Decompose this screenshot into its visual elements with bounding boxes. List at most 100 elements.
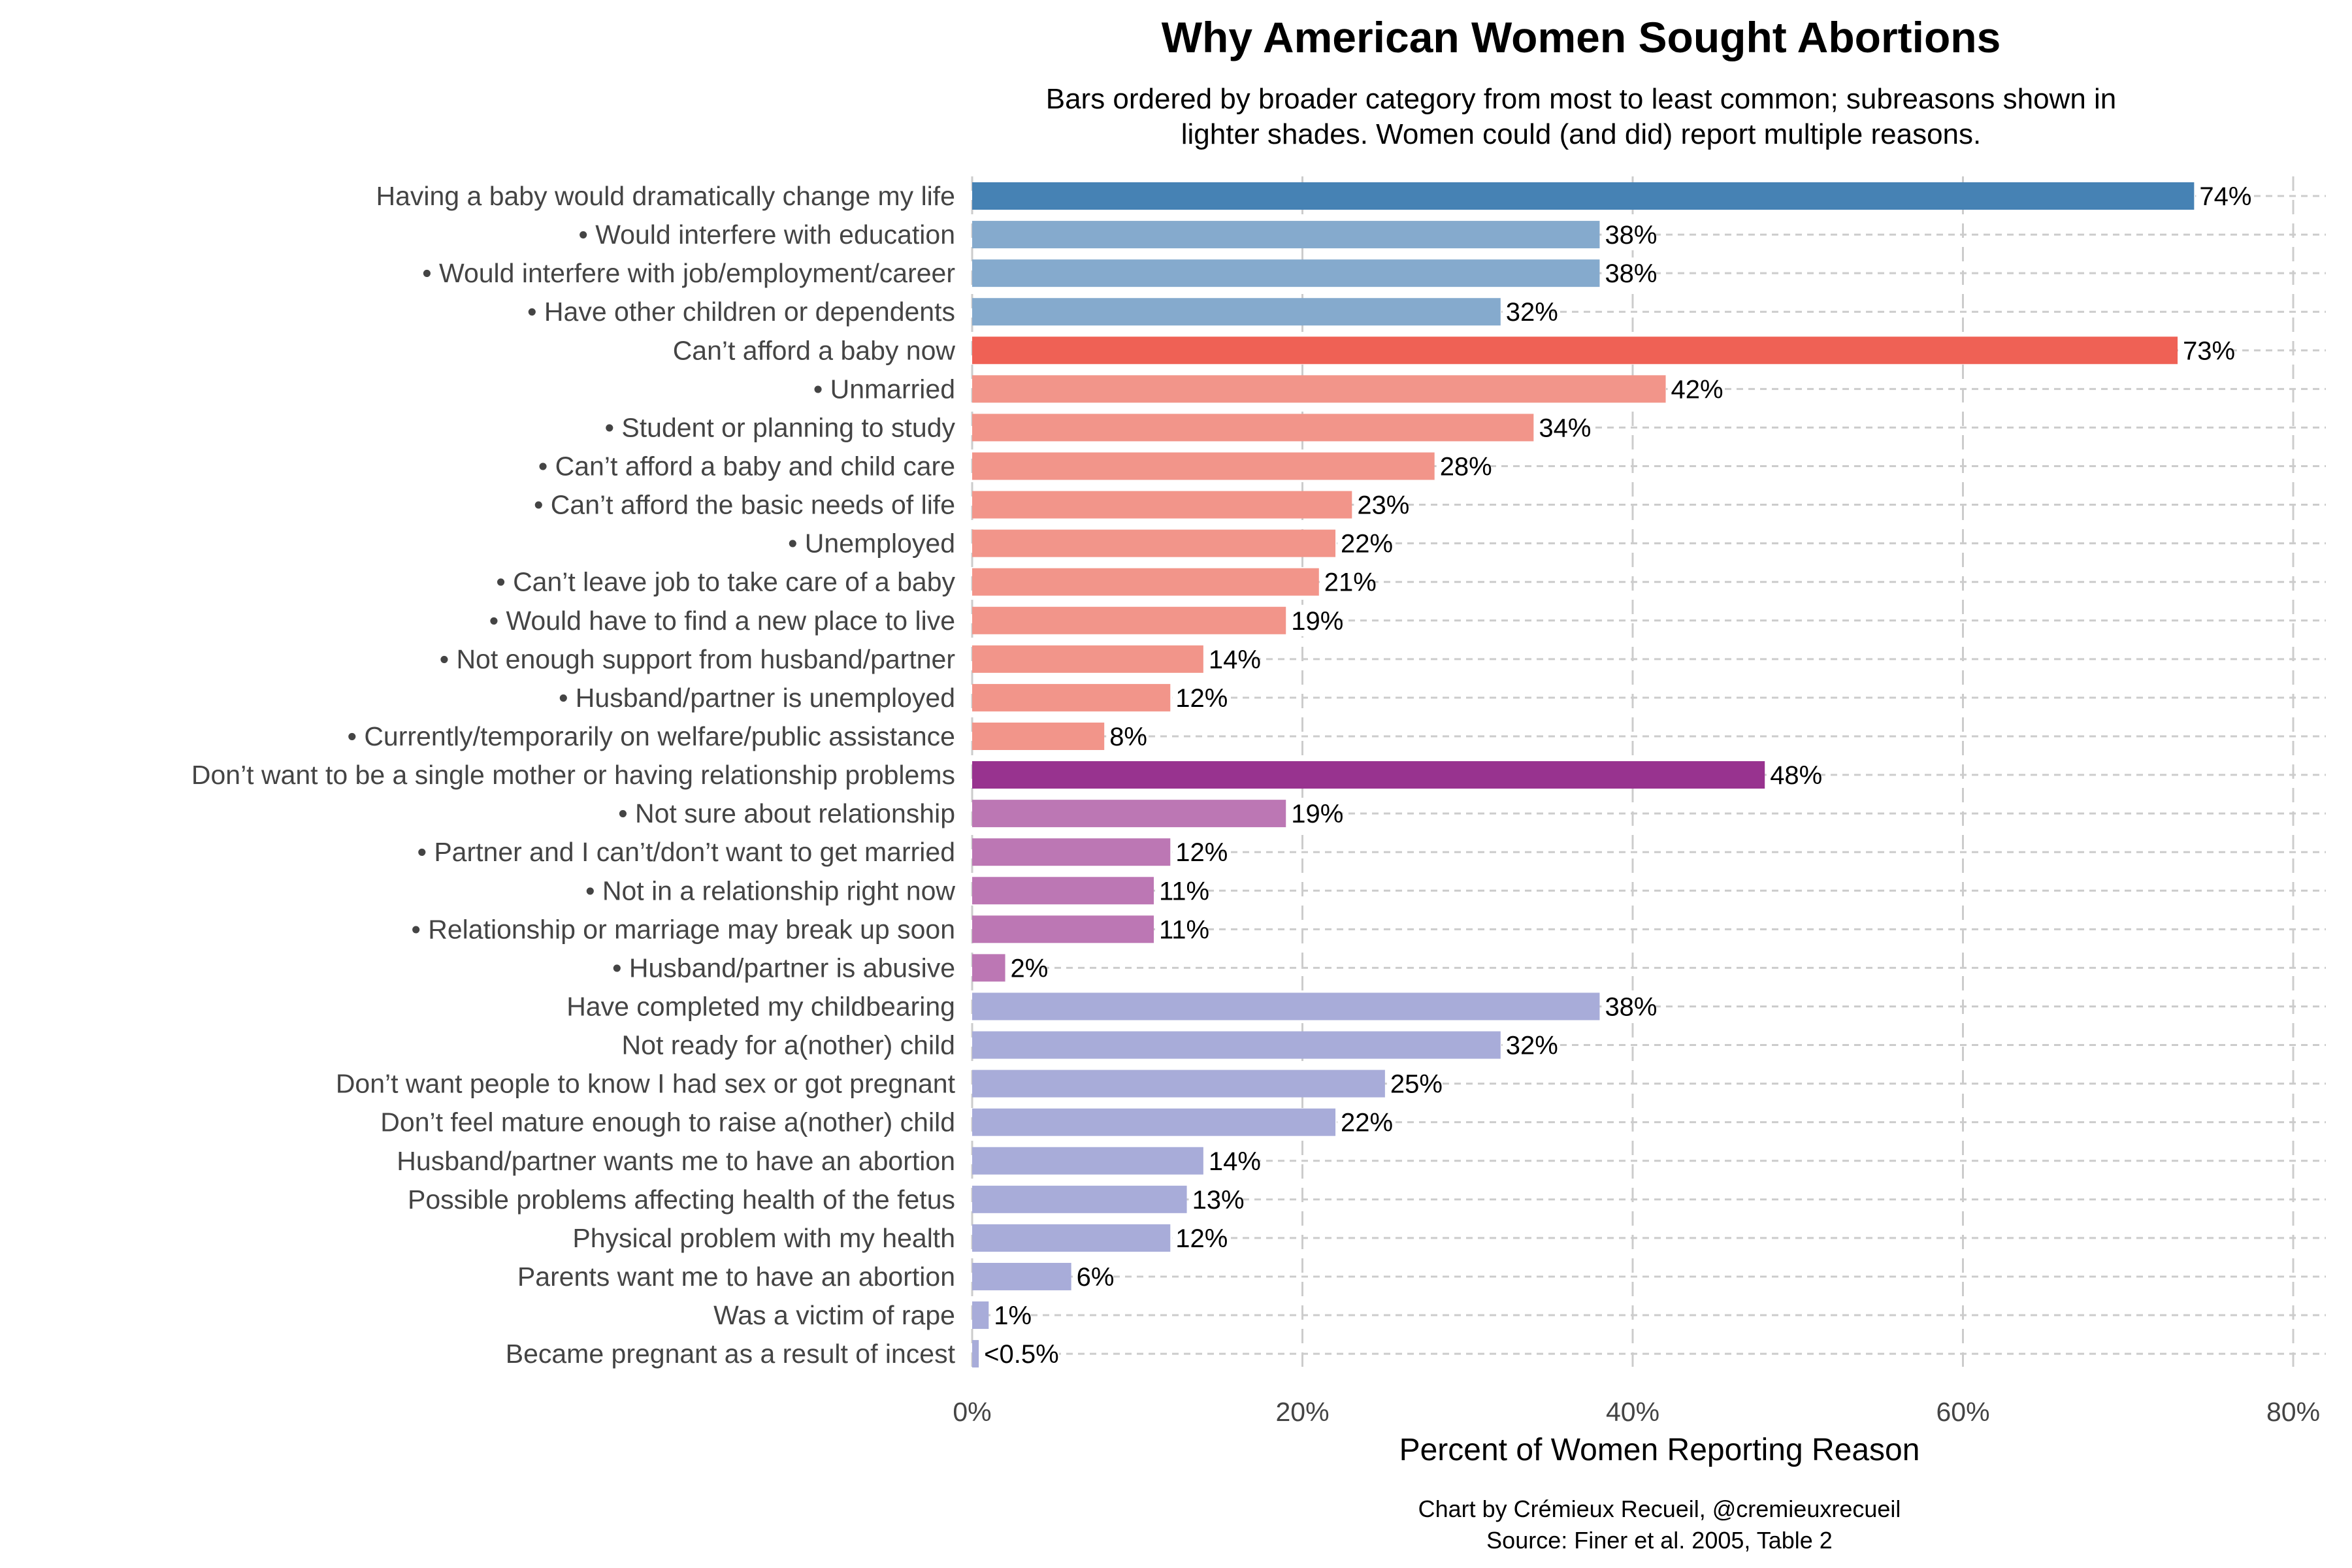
value-label-background (1337, 1106, 1385, 1138)
bar (972, 992, 1600, 1021)
bar-category-label: • Would interfere with job/employment/ca… (422, 258, 955, 288)
bar-value-label: 6% (1077, 1263, 1115, 1292)
value-label-background (1172, 1222, 1220, 1254)
bar-category-label: • Not in a relationship right now (585, 875, 955, 906)
bar (972, 1262, 1071, 1290)
value-label-background (1386, 1068, 1434, 1100)
value-label-background (1188, 1183, 1236, 1215)
bar (972, 221, 1600, 249)
bar-category-label: • Have other children or dependents (527, 297, 955, 327)
credit-line-1: Chart by Crémieux Recueil, @cremieuxrecu… (1418, 1495, 1901, 1522)
value-label-background (1502, 1029, 1550, 1061)
bar-value-label: 74% (2199, 182, 2251, 211)
value-label-background (2180, 335, 2227, 367)
bar-value-label: 32% (1506, 298, 1558, 327)
bar-category-label: • Not enough support from husband/partne… (440, 644, 955, 674)
bar (972, 1108, 1336, 1136)
bar-category-label: • Unemployed (788, 529, 955, 559)
value-label-background (1667, 373, 1715, 405)
bar-category-label: Possible problems affecting health of th… (408, 1184, 955, 1215)
bar (972, 1301, 989, 1330)
value-label-background (990, 1299, 1022, 1331)
bar (972, 761, 1765, 789)
bar-category-label: • Can’t afford a baby and child care (538, 451, 955, 481)
bar-category-label: Physical problem with my health (572, 1223, 955, 1253)
bars: Having a baby would dramatically change … (191, 180, 2251, 1370)
value-label-background (1205, 643, 1252, 675)
bar (972, 452, 1435, 480)
bar-category-label: Don’t want people to know I had sex or g… (336, 1069, 956, 1099)
x-tick-label: 80% (2266, 1397, 2320, 1427)
bar-category-label: Can’t afford a baby now (673, 335, 956, 365)
bar-value-label: 12% (1175, 838, 1228, 867)
bar-value-label: 38% (1605, 992, 1657, 1021)
bar-value-label: 13% (1192, 1186, 1245, 1215)
bar-category-label: • Can’t afford the basic needs of life (534, 490, 955, 520)
bar-category-label: • Currently/temporarily on welfare/publi… (348, 721, 955, 751)
bar-category-label: Became pregnant as a result of incest (506, 1339, 956, 1369)
bar (972, 915, 1154, 943)
value-label-background (1601, 219, 1649, 251)
bar-value-label: 1% (994, 1301, 1032, 1330)
bar-value-label: 22% (1341, 530, 1393, 559)
x-axis-ticks: 0% 20% 40% 60% 80% (953, 1397, 2320, 1427)
bar-value-label: 21% (1324, 568, 1377, 597)
bar-category-label: • Not sure about relationship (618, 798, 955, 828)
bar-value-label: 32% (1506, 1032, 1558, 1060)
bar (972, 414, 1534, 442)
value-label-background (1601, 257, 1649, 289)
bar-value-label: 38% (1605, 259, 1657, 288)
bar (972, 259, 1600, 287)
x-axis-label: Percent of Women Reporting Reason (1399, 1433, 1920, 1467)
value-label-background (1073, 1260, 1105, 1292)
bar-value-label: 14% (1209, 1147, 1261, 1176)
bar (972, 800, 1286, 828)
value-label-background (1172, 836, 1220, 868)
bar-category-label: • Relationship or marriage may break up … (412, 914, 956, 944)
chart-subtitle-line-1: Bars ordered by broader category from mo… (1046, 83, 2117, 115)
value-label-background (1007, 952, 1039, 984)
bar-value-label: 28% (1440, 452, 1492, 481)
bar-value-label: 12% (1175, 1224, 1228, 1253)
bar-category-label: Not ready for a(nother) child (622, 1030, 955, 1060)
bar-category-label: • Unmarried (813, 374, 955, 404)
value-label-background (1288, 798, 1335, 830)
bar-category-label: • Husband/partner is abusive (612, 953, 955, 983)
chart-subtitle-line-2: lighter shades. Women could (and did) re… (1181, 118, 1981, 150)
bar-category-label: Have completed my childbearing (566, 991, 955, 1021)
bar-value-label: 38% (1605, 221, 1657, 250)
bar-value-label: 8% (1109, 723, 1147, 751)
bar-value-label: 42% (1671, 375, 1723, 404)
bar-category-label: • Would interfere with education (578, 220, 955, 250)
bar-category-label: • Can’t leave job to take care of a baby (496, 567, 955, 597)
value-label-background (1502, 296, 1550, 328)
bar (972, 1340, 979, 1368)
value-label-background (1354, 489, 1401, 521)
bar (972, 336, 2178, 365)
bar-value-label: 11% (1159, 915, 1209, 944)
bar (972, 298, 1501, 326)
value-label-background (1172, 681, 1220, 713)
bar-category-label: • Student or planning to study (605, 412, 956, 442)
bar-category-label: Don’t feel mature enough to raise a(noth… (380, 1107, 955, 1137)
bar-category-label: • Partner and I can’t/don’t want to get … (417, 837, 955, 867)
bar-category-label: Husband/partner wants me to have an abor… (397, 1146, 955, 1176)
value-label-background (1337, 527, 1385, 559)
bar-category-label: Was a victim of rape (713, 1300, 955, 1330)
value-label-background (1767, 759, 1814, 791)
bar-value-label: 11% (1159, 877, 1209, 906)
bar-value-label: 19% (1291, 800, 1343, 828)
value-label-background (1535, 412, 1583, 444)
x-tick-label: 0% (953, 1397, 991, 1427)
bar-value-label: 34% (1539, 414, 1591, 442)
bar (972, 529, 1336, 557)
value-label-background (981, 1338, 1060, 1370)
bar-value-label: 73% (2183, 336, 2235, 365)
bar (972, 1031, 1501, 1059)
bar (972, 491, 1352, 519)
bar (972, 1070, 1385, 1098)
bar-value-label: 14% (1209, 645, 1261, 674)
bar-category-label: Having a baby would dramatically change … (376, 181, 955, 211)
bar (972, 877, 1154, 905)
